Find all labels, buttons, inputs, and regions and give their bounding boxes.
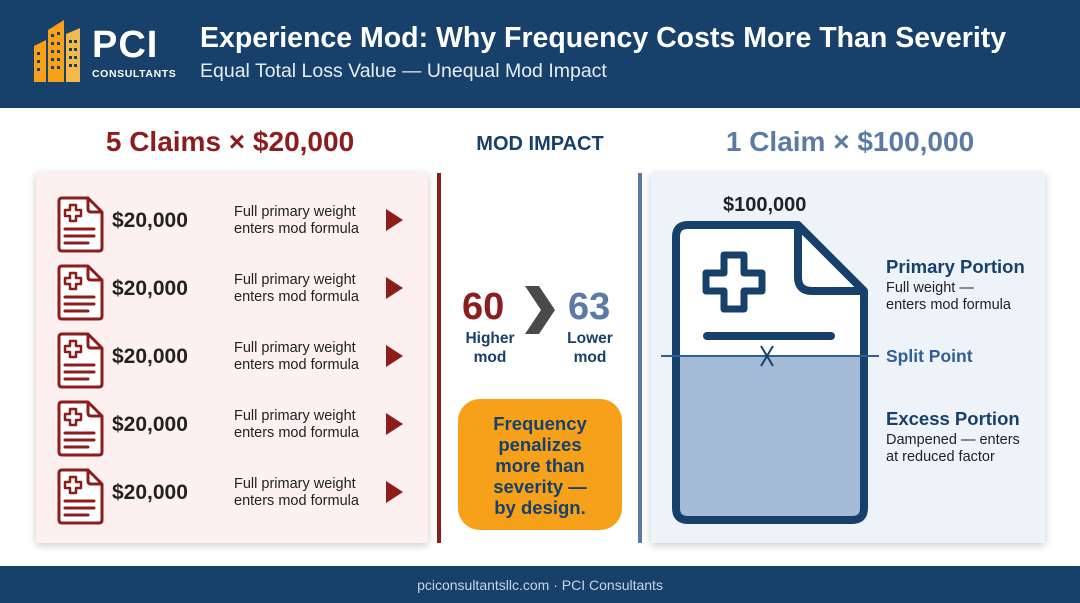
claim-row: $20,000 Full primary weight enters mod for…	[36, 261, 428, 321]
arrow-right-icon	[386, 209, 403, 231]
lower-mod-caption: Lower mod	[567, 330, 613, 366]
large-claim-amount: $100,000	[723, 194, 807, 216]
claim-amount: $20,000	[112, 413, 188, 436]
claim-row: $20,000 Full primary weight enters mod for…	[36, 465, 428, 525]
claim-row: $20,000 Full primary weight enters mod for…	[36, 329, 428, 389]
building-logo-icon	[34, 20, 80, 82]
split-point-label: Split Point	[886, 346, 973, 366]
claim-document-icon	[56, 263, 106, 326]
claim-row: $20,000 Full primary weight enters mod for…	[36, 397, 428, 457]
claim-document-icon	[56, 195, 106, 258]
logo-subtext: CONSULTANTS	[92, 68, 177, 80]
claim-document-icon	[56, 331, 106, 394]
claim-description: Full primary weight enters mod formula	[234, 476, 359, 509]
excess-portion-desc: Dampened — enters at reduced factor	[886, 432, 1020, 465]
chevron-right-icon	[525, 286, 555, 334]
right-divider	[638, 173, 642, 543]
excess-portion-title: Excess Portion	[886, 408, 1020, 429]
claim-amount: $20,000	[112, 209, 188, 232]
arrow-right-icon	[386, 277, 403, 299]
large-claim-document-icon	[661, 221, 879, 524]
lower-mod-value: 63	[568, 286, 611, 328]
arrow-right-icon	[386, 481, 403, 503]
logo: PCI CONSULTANTS	[30, 16, 180, 86]
higher-mod-caption: Higher mod	[465, 330, 515, 366]
footer-link[interactable]: pciconsultantsllc.com · PCI Consultants	[417, 577, 663, 593]
header-banner: PCI CONSULTANTS Experience Mod: Why Freq…	[0, 0, 1080, 108]
claim-amount: $20,000	[112, 277, 188, 300]
logo-text: PCI	[92, 24, 159, 66]
primary-portion-desc: Full weight — enters mod formula	[886, 280, 1011, 313]
claim-description: Full primary weight enters mod formula	[234, 272, 359, 305]
frequency-panel: $20,000 Full primary weight enters mod for…	[36, 173, 428, 543]
page-title: Experience Mod: Why Frequency Costs More…	[200, 22, 1007, 54]
claim-description: Full primary weight enters mod formula	[234, 204, 359, 237]
frequency-heading: 5 Claims × $20,000	[105, 126, 355, 157]
claim-description: Full primary weight enters mod formula	[234, 340, 359, 373]
footer: pciconsultantsllc.com · PCI Consultants	[0, 566, 1080, 603]
claim-row: $20,000 Full primary weight enters mod for…	[36, 193, 428, 253]
arrow-right-icon	[386, 413, 403, 435]
claim-amount: $20,000	[112, 481, 188, 504]
claim-document-icon	[56, 399, 106, 462]
severity-heading: 1 Claim × $100,000	[725, 126, 975, 157]
mod-impact-heading: MOD IMPACT	[476, 133, 604, 155]
claim-description: Full primary weight enters mod formula	[234, 408, 359, 441]
left-divider	[437, 173, 441, 543]
frequency-callout: Frequency penalizes more than severity —…	[458, 399, 622, 530]
claim-document-icon	[56, 467, 106, 530]
primary-portion-title: Primary Portion	[886, 256, 1025, 277]
higher-mod-value: 60	[462, 286, 505, 328]
claim-amount: $20,000	[112, 345, 188, 368]
page-subtitle: Equal Total Loss Value — Unequal Mod Imp…	[200, 60, 607, 82]
arrow-right-icon	[386, 345, 403, 367]
severity-panel: $100,000 Primary Portion Full weight — e…	[651, 173, 1045, 543]
